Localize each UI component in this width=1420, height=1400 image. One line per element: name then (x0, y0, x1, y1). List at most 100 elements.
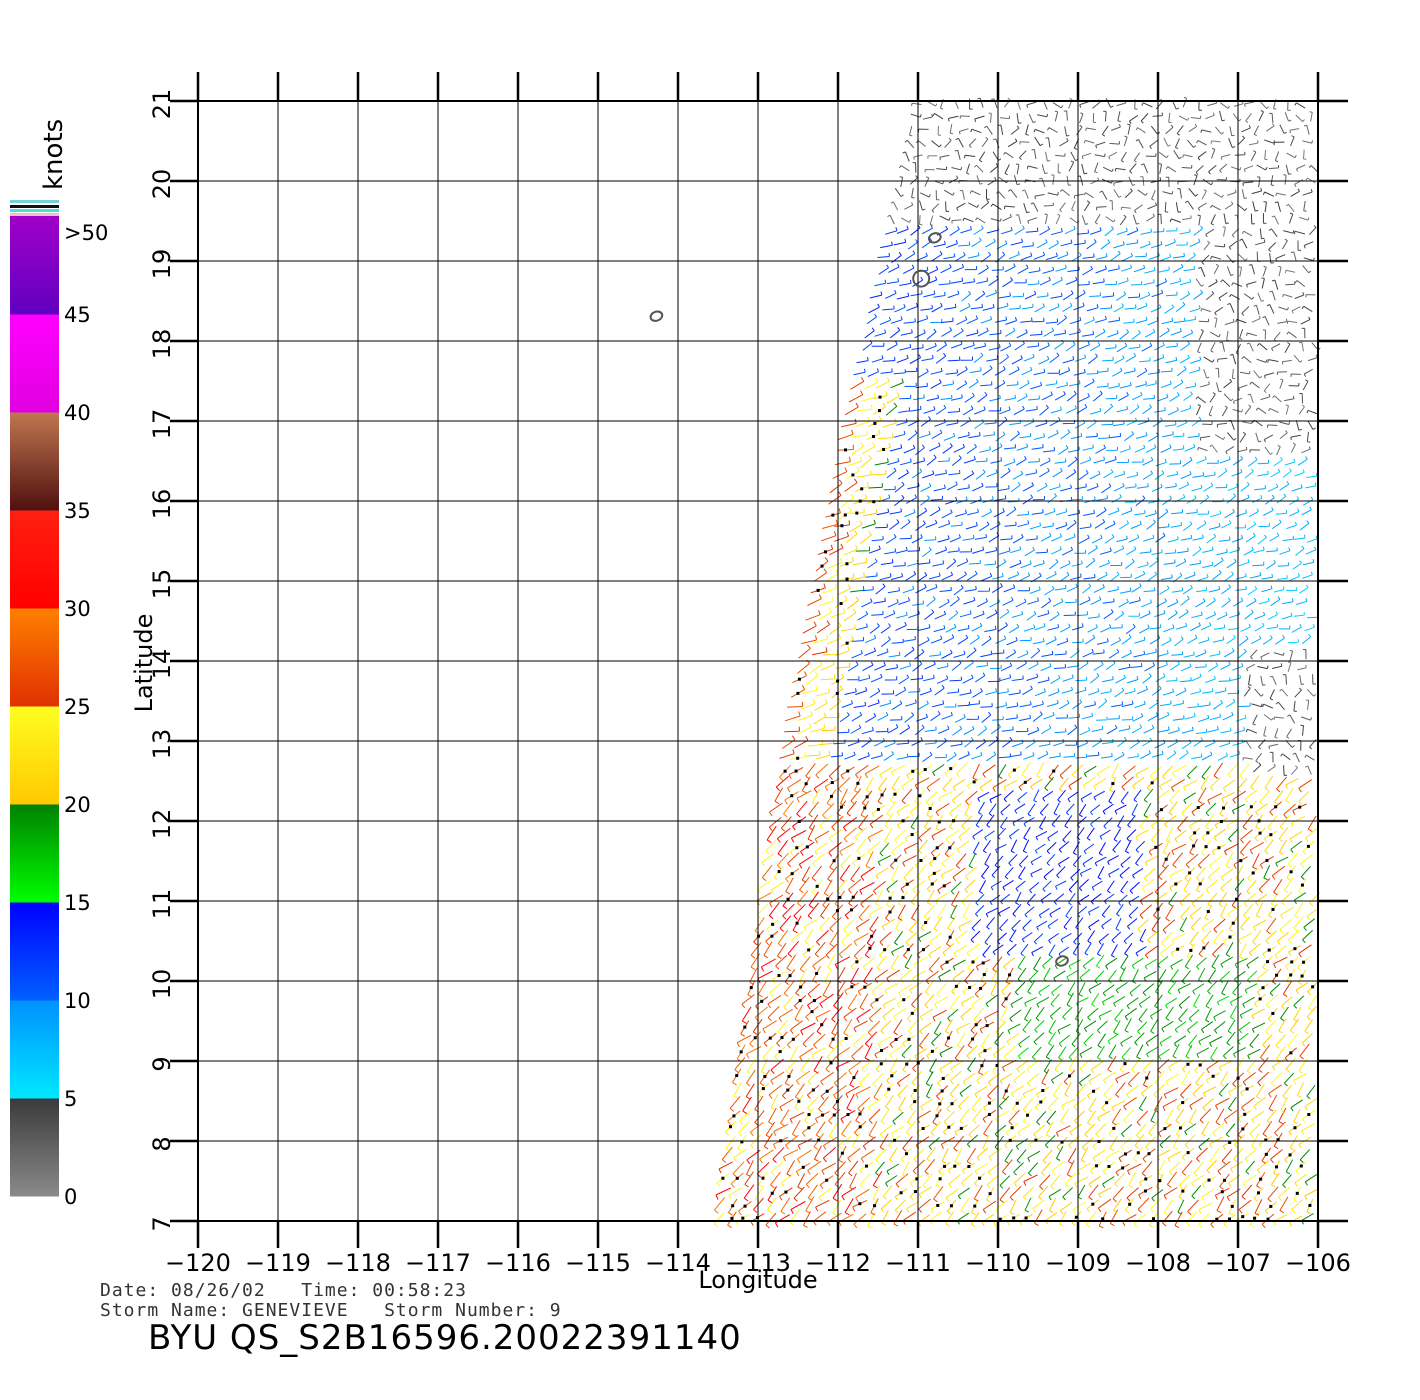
wind-vector (1019, 572, 1031, 582)
rain-flag-marker (851, 473, 855, 477)
rain-flag-marker (796, 756, 800, 760)
wind-vector (1108, 790, 1116, 804)
wind-vector (1264, 775, 1274, 791)
wind-vector (918, 700, 929, 710)
wind-vector (999, 353, 1009, 365)
rain-flag-marker (1174, 882, 1178, 886)
wind-vector (1055, 880, 1067, 890)
wind-vector (963, 455, 976, 464)
wind-vector (1076, 229, 1089, 235)
wind-vector (926, 394, 939, 402)
rain-flag-marker (1121, 1166, 1125, 1170)
wind-vector (1308, 165, 1319, 173)
rain-flag-marker (973, 1204, 977, 1208)
wind-vector (1165, 1073, 1180, 1086)
wind-vector (749, 967, 758, 985)
wind-vector (928, 572, 941, 580)
wind-vector (981, 711, 992, 723)
wind-vector (1210, 140, 1221, 144)
wind-vector (1036, 1086, 1050, 1099)
wind-vector (1244, 609, 1254, 620)
wind-vector (911, 102, 922, 107)
wind-vector (756, 1161, 770, 1178)
wind-vector (1100, 304, 1113, 310)
wind-vector (1009, 1009, 1022, 1023)
wind-vector (851, 711, 863, 722)
wind-vector (1243, 546, 1254, 556)
wind-vector (815, 1199, 830, 1212)
wind-vector (1259, 228, 1265, 240)
wind-vector (1276, 444, 1281, 456)
wind-vector (1043, 967, 1051, 982)
wind-vector (1169, 879, 1183, 892)
wind-vector (1188, 123, 1198, 133)
wind-vector (777, 929, 789, 947)
wind-vector (776, 942, 787, 960)
wind-vector (988, 275, 999, 287)
wind-vector (976, 277, 989, 284)
wind-vector (1232, 113, 1242, 122)
wind-vector (1123, 135, 1128, 147)
wind-vector (1259, 790, 1271, 806)
wind-vector (837, 728, 850, 734)
wind-vector (734, 1057, 746, 1074)
wind-vector (1140, 749, 1151, 760)
wind-vector (1079, 1046, 1093, 1058)
wind-vector (1131, 391, 1143, 401)
wind-vector (1190, 906, 1203, 920)
wind-vector (1166, 750, 1177, 760)
wind-vector (853, 368, 866, 376)
wind-vector (1196, 866, 1207, 882)
wind-vector (853, 932, 869, 946)
wind-vector (1246, 521, 1257, 531)
wind-vector (959, 548, 972, 553)
wind-vector (1028, 113, 1036, 124)
wind-vector (1234, 1134, 1246, 1149)
wind-vector (847, 456, 863, 467)
wind-vector (1128, 114, 1139, 124)
wind-vector (911, 1071, 922, 1086)
wind-vector (1259, 101, 1270, 109)
rain-flag-marker (832, 859, 836, 863)
rain-flag-marker (937, 820, 941, 824)
wind-vector (1029, 522, 1042, 530)
wind-vector (765, 1212, 777, 1229)
wind-vector (1023, 817, 1035, 827)
wind-vector (853, 557, 868, 566)
wind-vector (1205, 879, 1218, 894)
wind-vector (1039, 803, 1049, 816)
rain-flag-marker (1256, 1191, 1260, 1195)
wind-vector (859, 1072, 871, 1087)
wind-vector (847, 738, 860, 747)
wind-vector (1142, 1148, 1156, 1163)
wind-vector (975, 217, 986, 224)
wind-vector (798, 711, 813, 721)
wind-vector (975, 814, 983, 828)
wind-vector (1207, 792, 1223, 805)
wind-vector (1016, 660, 1027, 670)
wind-vector (1223, 378, 1232, 389)
wind-vector (1087, 1110, 1097, 1126)
wind-vector (1263, 201, 1267, 213)
rain-flag-marker (1150, 781, 1154, 785)
wind-vector (1177, 816, 1188, 832)
wind-vector (887, 598, 899, 608)
wind-vector (896, 611, 908, 619)
wind-vector (827, 866, 838, 883)
wind-vector (1281, 612, 1293, 620)
wind-vector (988, 1148, 1002, 1161)
wind-vector (1078, 879, 1089, 892)
wind-vector (858, 752, 870, 761)
wind-vector (1000, 816, 1008, 830)
wind-vector (1054, 1057, 1065, 1073)
wind-vector (1289, 830, 1303, 843)
wind-vector (906, 1120, 917, 1136)
rain-flag-marker (1060, 1140, 1064, 1144)
wind-vector (1238, 1199, 1252, 1214)
wind-vector (980, 199, 990, 210)
wind-vector (866, 313, 878, 325)
wind-vector (1005, 317, 1018, 325)
wind-vector (899, 662, 912, 670)
wind-vector (1067, 1148, 1077, 1165)
wind-vector (1307, 981, 1319, 996)
